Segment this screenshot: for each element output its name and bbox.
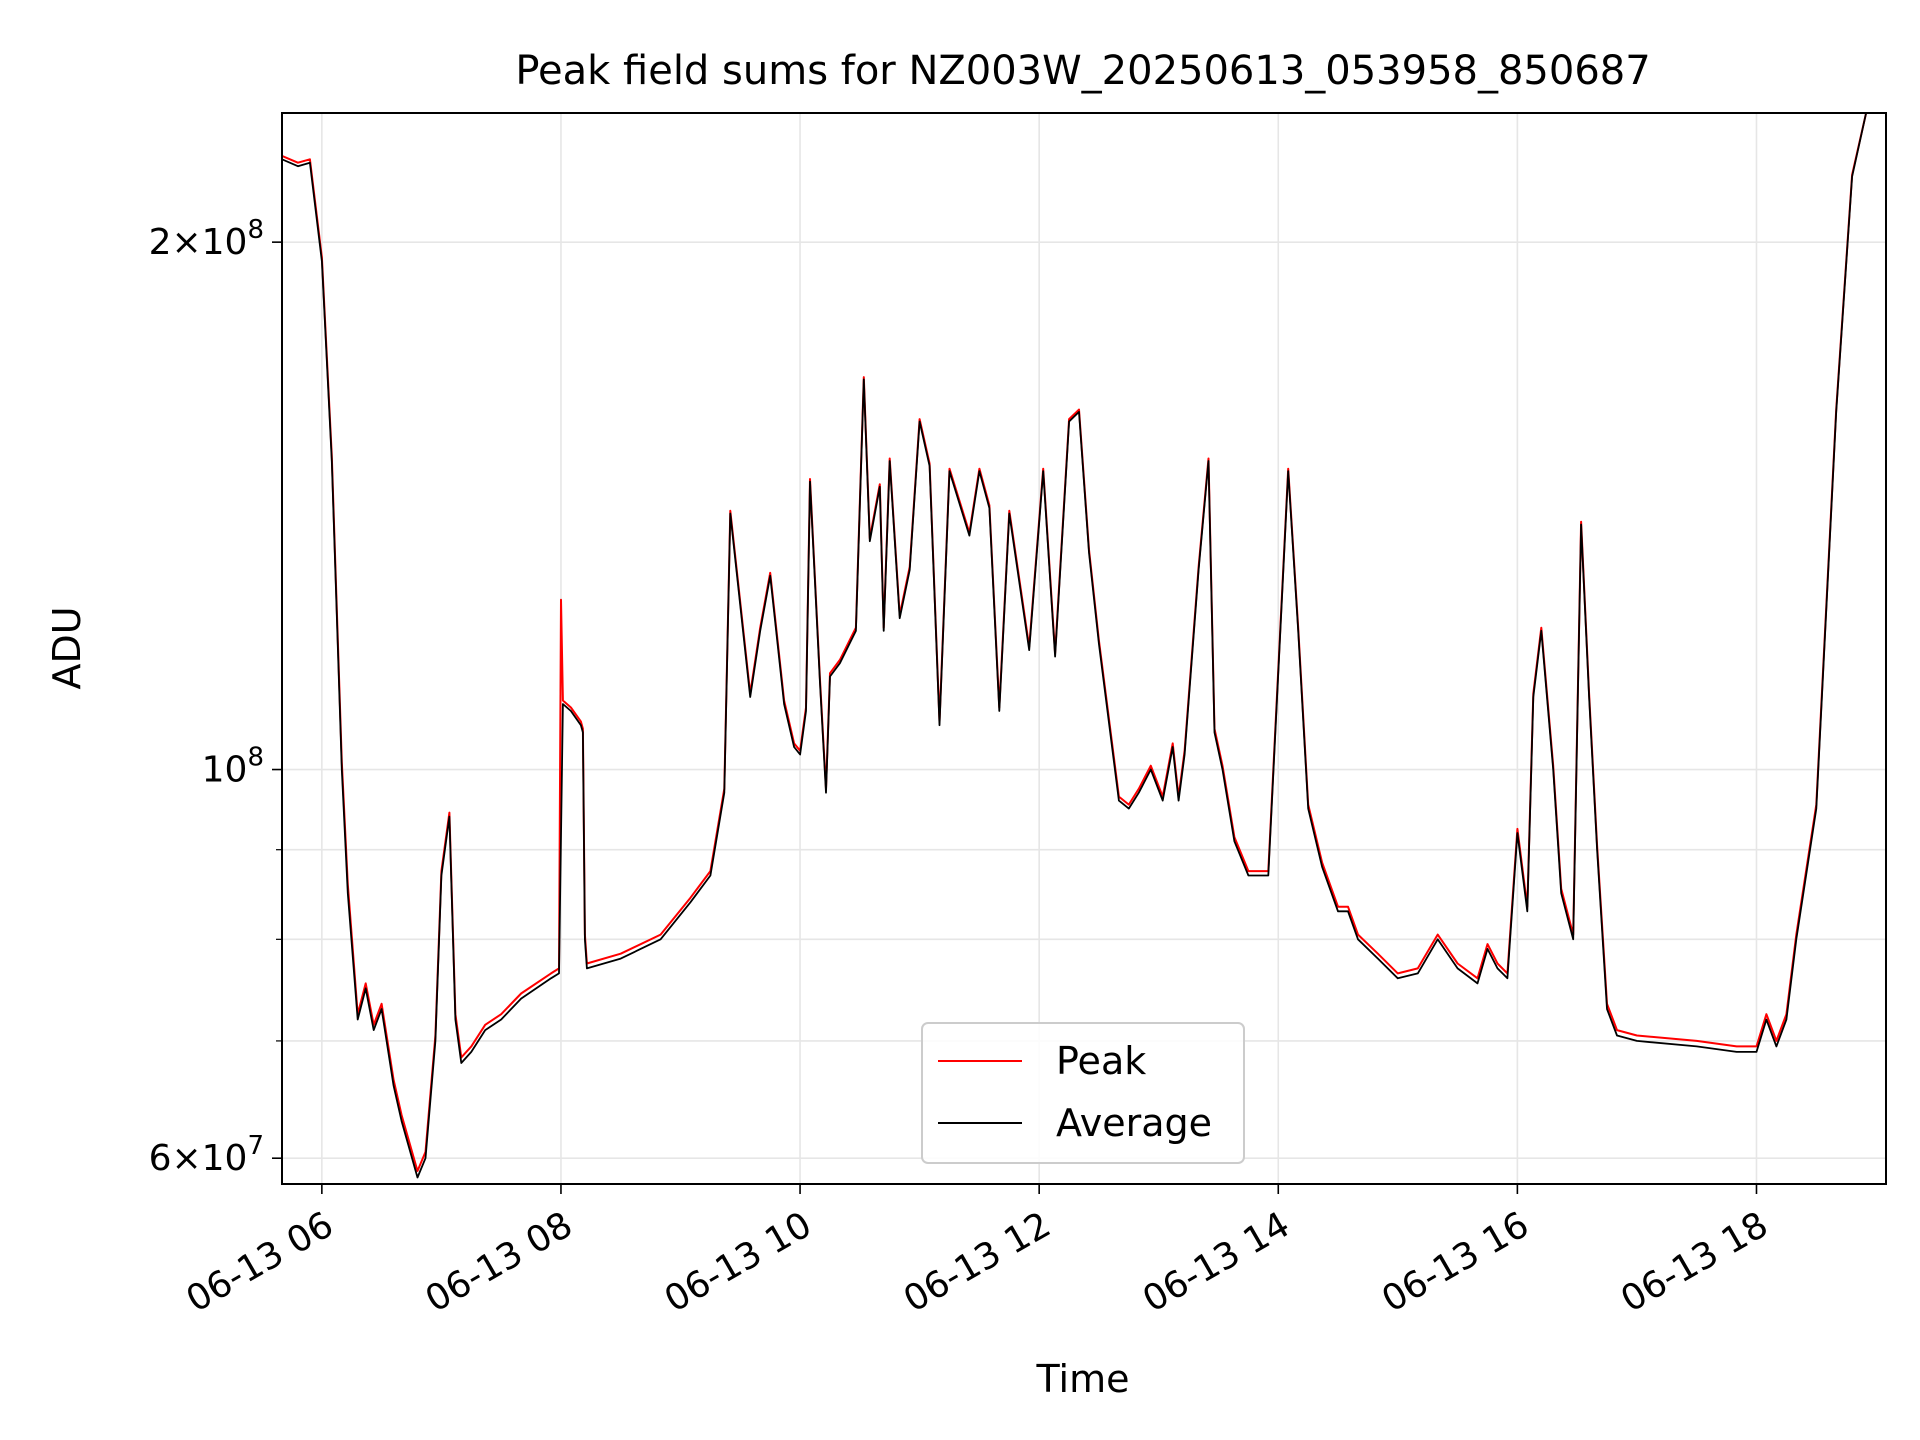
plot-frame — [281, 112, 1887, 1185]
chart-title: Peak field sums for NZ003W_20250613_0539… — [515, 48, 1650, 94]
y-tick-label: 108 — [202, 743, 264, 791]
legend-box — [921, 1022, 1245, 1164]
series-line-average — [282, 113, 1867, 1179]
y-axis: 6×107 108 2×108 — [149, 215, 282, 1179]
y-axis-label: ADU — [45, 606, 89, 689]
y-tick-label: 6×107 — [149, 1131, 264, 1179]
legend-label-peak: Peak — [1056, 1039, 1146, 1083]
y-tick-label: 2×108 — [149, 215, 264, 263]
legend-label-average: Average — [1056, 1101, 1212, 1145]
legend: Peak Average — [921, 1022, 1245, 1164]
series-group — [282, 113, 1868, 1179]
plot-area — [282, 113, 1868, 1179]
x-axis-label: Time — [1036, 1357, 1130, 1401]
